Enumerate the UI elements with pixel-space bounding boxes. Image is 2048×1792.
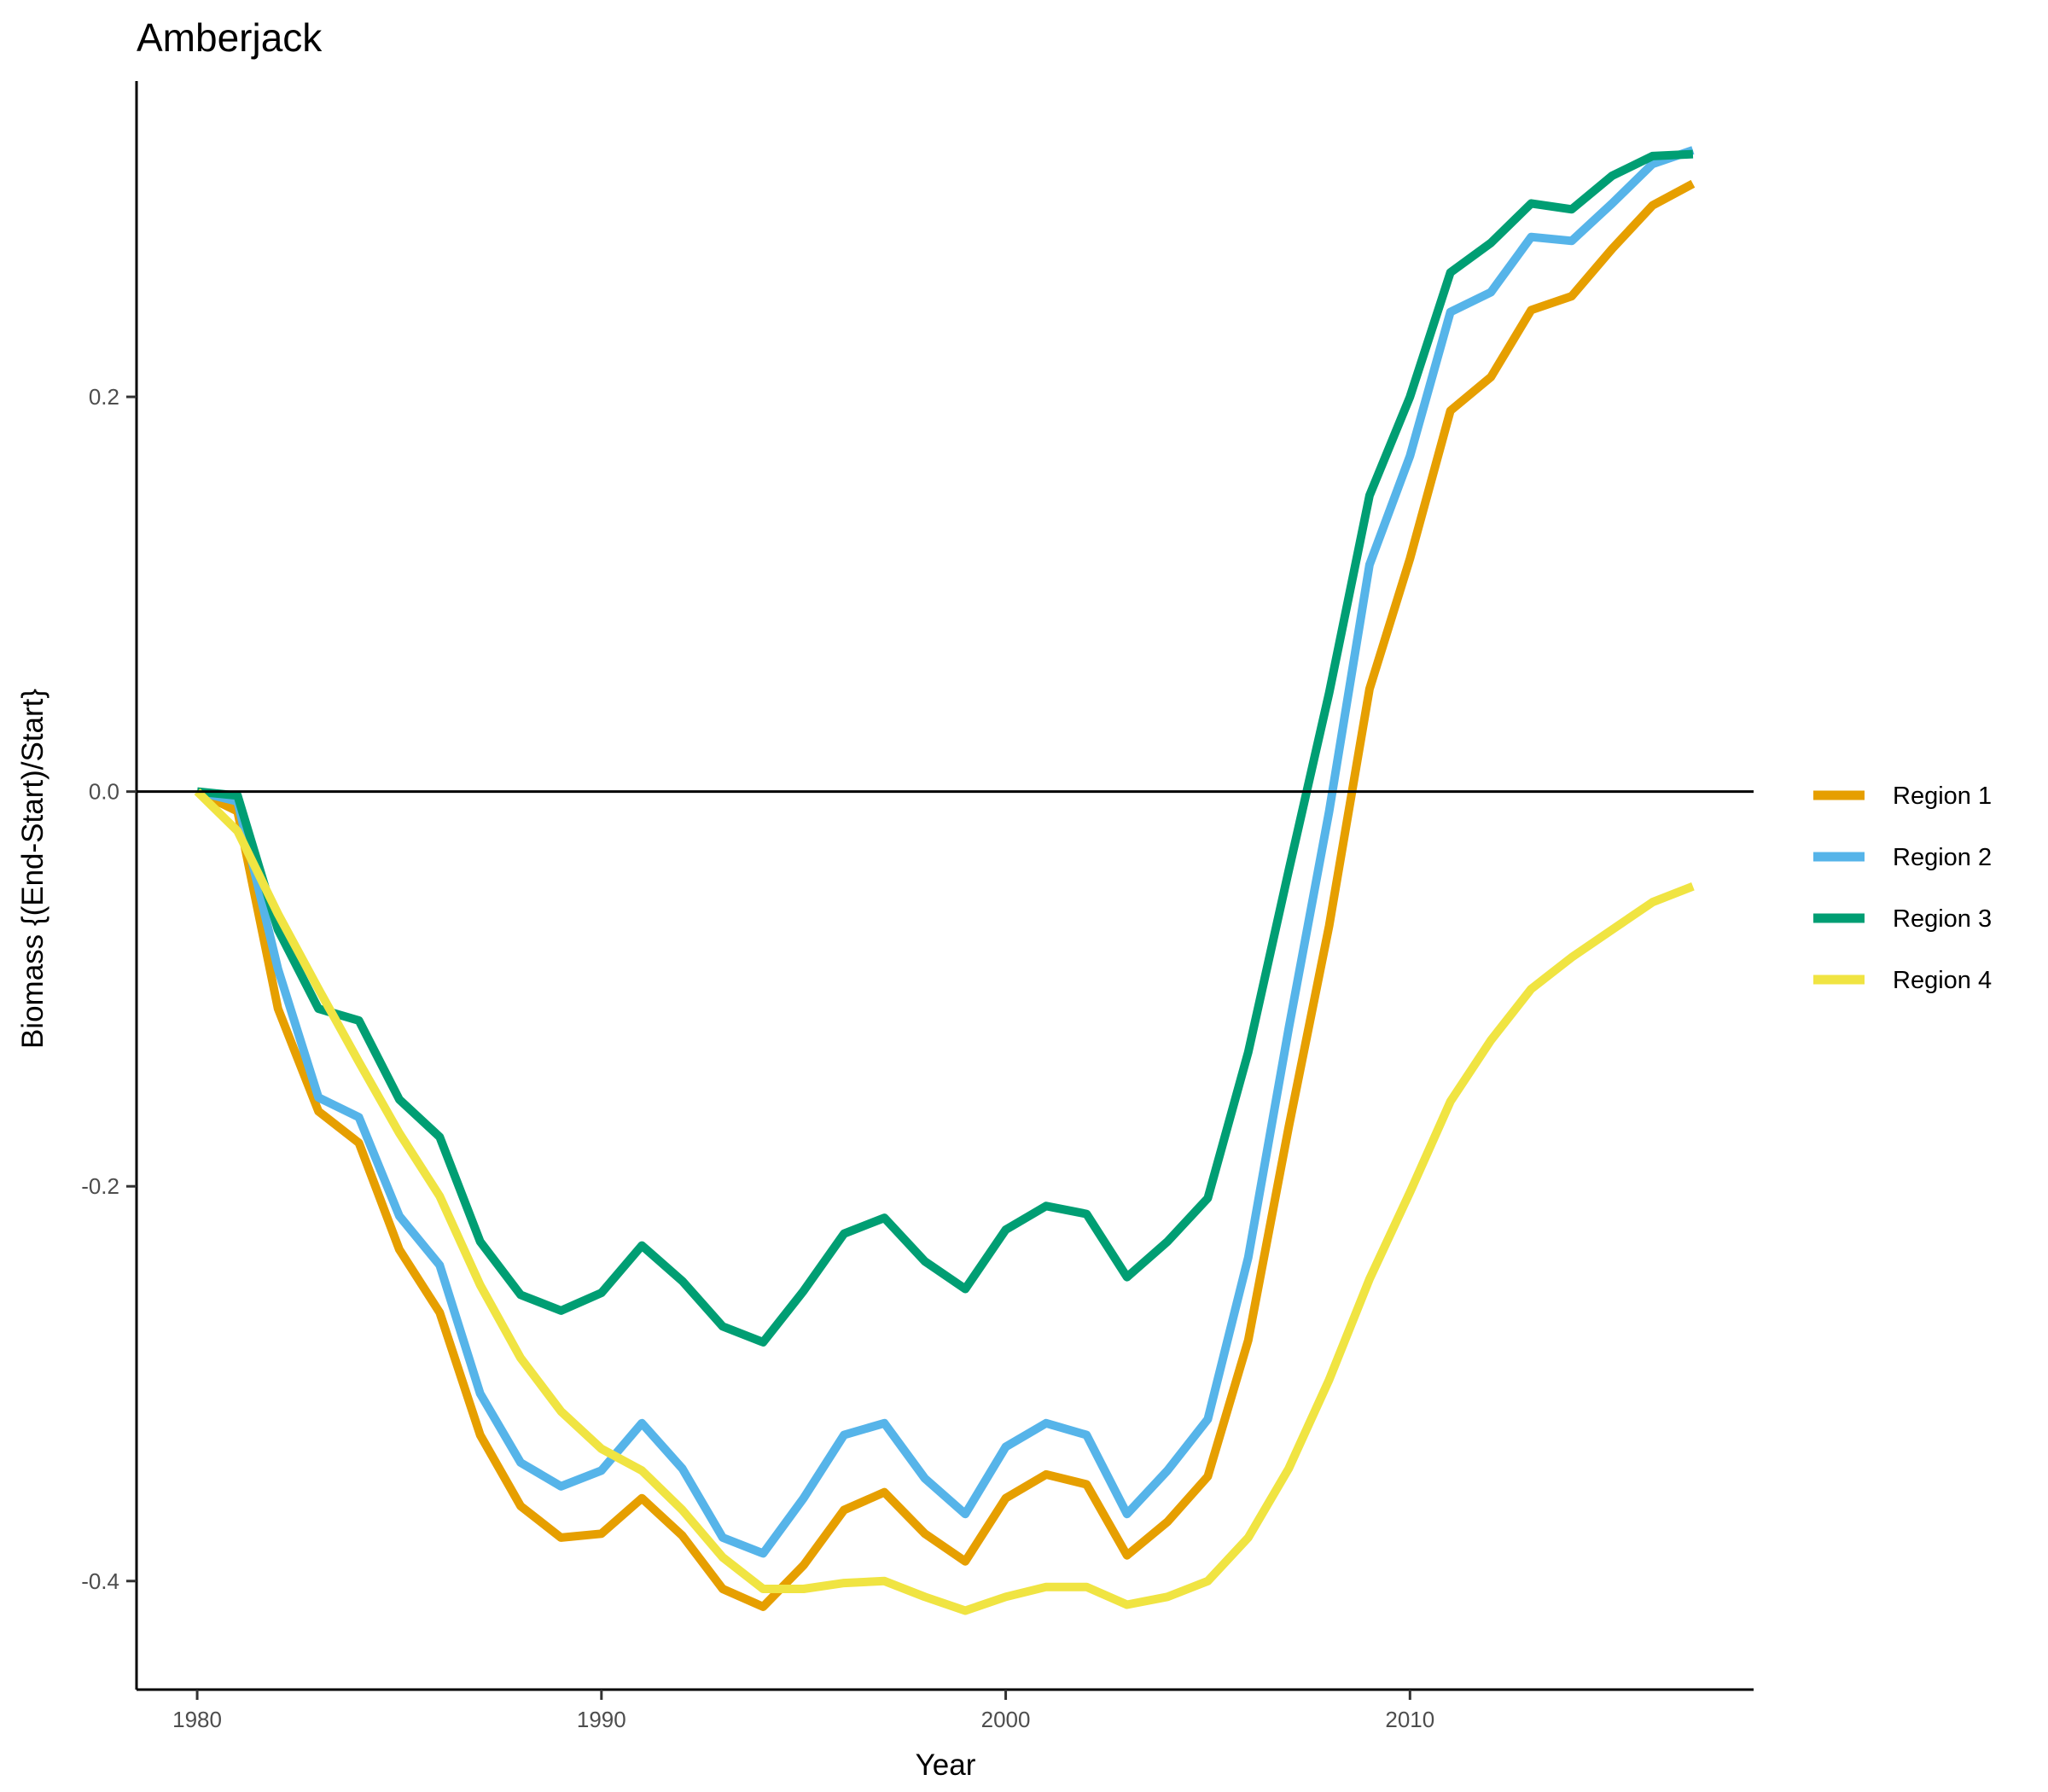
series-line-region-2 <box>195 146 1695 1558</box>
legend-label-region-3: Region 3 <box>1893 905 1992 933</box>
series-line-region-4 <box>194 788 1695 1615</box>
legend-label-region-1: Region 1 <box>1893 783 1992 810</box>
y-axis-ticks: -0.4 -0.2 0.0 0.2 <box>81 384 137 1594</box>
x-axis-title: Year <box>916 1748 976 1782</box>
chart-title: Amberjack <box>137 15 323 60</box>
plot-lines <box>194 146 1696 1615</box>
y-tick-label: -0.4 <box>81 1568 119 1594</box>
legend: Region 1 Region 2 Region 3 Region 4 <box>1813 783 1992 994</box>
x-tick-label: 2000 <box>981 1707 1031 1732</box>
x-tick-label: 1980 <box>172 1707 222 1732</box>
series-line-region-1 <box>195 179 1696 1611</box>
series-line-region-3 <box>196 149 1694 1347</box>
x-tick-label: 1990 <box>577 1707 626 1732</box>
y-tick-label: 0.0 <box>89 779 119 805</box>
legend-label-region-4: Region 4 <box>1893 967 1992 994</box>
x-axis-ticks: 1980 1990 2000 2010 <box>172 1690 1434 1732</box>
legend-label-region-2: Region 2 <box>1893 844 1992 871</box>
y-tick-label: -0.2 <box>81 1173 119 1199</box>
y-tick-label: 0.2 <box>89 384 119 410</box>
y-axis-title: Biomass {(End-Start)/Start} <box>16 689 49 1049</box>
x-tick-label: 2010 <box>1385 1707 1434 1732</box>
